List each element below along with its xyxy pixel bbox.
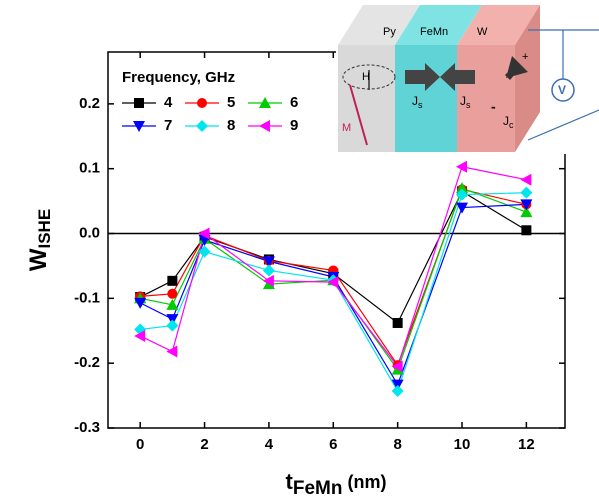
marker <box>259 120 270 132</box>
legend-label: 6 <box>290 94 298 111</box>
py-top <box>338 5 420 45</box>
legend-label: 4 <box>164 94 173 111</box>
inset-label-main: J <box>503 114 509 128</box>
series-line <box>139 166 527 368</box>
x-tick-label: 8 <box>393 436 401 453</box>
marker <box>166 319 179 332</box>
x-tick-label: 2 <box>200 436 208 453</box>
marker <box>520 173 532 186</box>
marker <box>259 97 271 108</box>
legend-label: 8 <box>227 117 235 134</box>
series-line <box>140 192 527 393</box>
marker <box>456 160 468 173</box>
marker <box>134 98 144 108</box>
series-line <box>139 203 527 386</box>
marker <box>166 345 178 358</box>
marker <box>520 186 533 199</box>
series-line <box>140 187 527 371</box>
marker <box>262 264 275 277</box>
y-tick-label: 0.1 <box>79 160 100 177</box>
y-tick-label: 0.0 <box>79 224 100 241</box>
inset-label: Js <box>412 94 423 110</box>
inset-label-sub: s <box>466 100 471 110</box>
marker <box>166 298 179 310</box>
femn-top <box>395 5 482 45</box>
w-top <box>457 5 540 45</box>
inset-label-main: J <box>412 94 418 108</box>
marker <box>133 121 145 132</box>
series-line <box>139 190 527 324</box>
py-front <box>338 45 395 152</box>
marker <box>456 188 469 201</box>
x-tick-label: 10 <box>454 436 471 453</box>
jc-arrow <box>505 56 528 80</box>
legend-label: 7 <box>164 117 172 134</box>
inset-label: Js <box>460 94 471 110</box>
marker <box>262 256 275 268</box>
marker <box>134 297 147 309</box>
marker <box>456 202 469 214</box>
x-tick-label: 12 <box>518 436 535 453</box>
femn-front <box>395 45 457 152</box>
js-arrow-2 <box>440 63 475 91</box>
marker <box>167 275 178 286</box>
w-front <box>457 45 515 152</box>
inset-label: Py <box>383 26 396 38</box>
inset-label: Jc <box>503 114 514 130</box>
marker <box>167 288 178 299</box>
marker <box>391 360 403 373</box>
m-arrow <box>349 84 368 146</box>
y-tick-label: -0.1 <box>74 289 100 306</box>
x-axis-label: tFeMn (nm) <box>286 469 387 499</box>
marker <box>134 329 146 342</box>
inset-label: W <box>477 26 488 38</box>
y-axis-label: WISHE <box>25 209 54 271</box>
y-tick-label: 0.2 <box>79 95 100 112</box>
legend-label: 5 <box>227 94 235 111</box>
x-label-sub: FeMn <box>293 478 343 499</box>
marker <box>262 274 274 287</box>
voltmeter <box>551 78 575 102</box>
x-tick-label: 6 <box>329 436 337 453</box>
w-side <box>515 5 540 152</box>
inset-label-main: J <box>460 94 466 108</box>
inset-label: H <box>362 71 370 83</box>
y-tick-label: -0.2 <box>74 354 100 371</box>
marker <box>456 182 469 194</box>
marker <box>196 120 208 132</box>
inset-label: FeMn <box>420 26 448 38</box>
inset-label: V <box>558 83 566 97</box>
inset-label: M <box>342 122 351 134</box>
marker <box>520 199 533 211</box>
wire <box>527 109 599 141</box>
legend-label: 9 <box>290 117 298 134</box>
marker <box>520 206 533 218</box>
marker <box>392 317 403 328</box>
y-label-sub: ISHE <box>35 209 54 249</box>
marker <box>197 98 207 108</box>
marker <box>391 385 404 398</box>
y-tick-label: -0.3 <box>74 419 100 436</box>
inset-label: + <box>522 51 528 63</box>
x-tick-label: 0 <box>136 436 144 453</box>
marker <box>521 225 532 236</box>
legend-title: Frequency, GHz <box>122 69 235 86</box>
x-tick-label: 4 <box>265 436 274 453</box>
marker <box>327 276 339 289</box>
js-arrow-1 <box>405 63 440 91</box>
x-label-main: t <box>286 469 294 494</box>
marker <box>198 245 211 258</box>
inset-label-sub: s <box>418 100 423 110</box>
marker <box>198 227 210 240</box>
inset-label: - <box>491 99 496 115</box>
inset-label-sub: c <box>509 120 514 130</box>
x-label-unit: (nm) <box>347 472 386 492</box>
y-label-main: W <box>25 248 52 271</box>
